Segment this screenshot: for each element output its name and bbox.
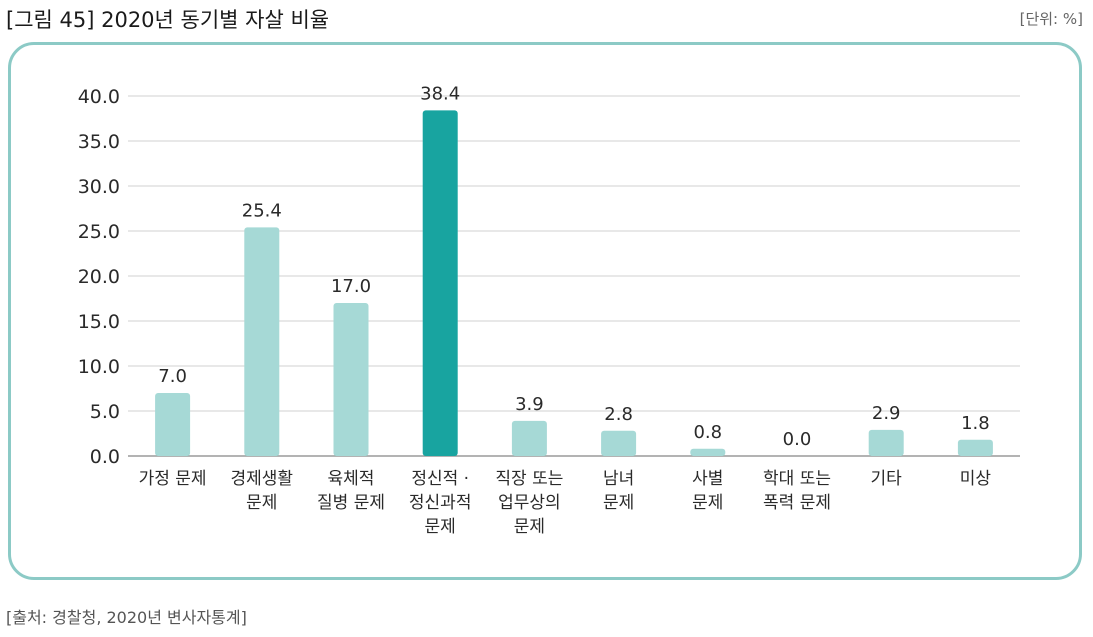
- y-tick-label: 10.0: [78, 356, 120, 378]
- x-category-label: 사별: [692, 469, 723, 489]
- x-category-label: 육체적: [328, 469, 375, 489]
- x-category-label: 문제: [692, 493, 723, 513]
- x-category-label: 문제: [603, 493, 634, 513]
- x-category-label: 질병 문제: [317, 493, 385, 513]
- data-label: 7.0: [158, 366, 187, 387]
- bar-chart: 0.0 5.0 10.0 15.0 20.0 25.0 30.0 35.0 40.0 7.0 가정 …: [78, 83, 1020, 537]
- bar: [155, 393, 191, 456]
- chart-panel: [8, 42, 1082, 580]
- bar: [333, 303, 369, 456]
- bar: [422, 110, 458, 457]
- source-note: [출처: 경찰청, 2020년 변사자통계]: [6, 608, 247, 627]
- bar: [690, 448, 726, 456]
- y-tick-label: 30.0: [78, 176, 120, 198]
- x-category-label: 남녀: [603, 469, 634, 489]
- x-category-label: 업무상의: [498, 493, 561, 513]
- x-category-label: 가정 문제: [139, 469, 207, 489]
- y-tick-label: 0.0: [90, 446, 120, 468]
- x-category-label: 직장 또는: [495, 469, 563, 489]
- x-category-label: 학대 또는: [763, 469, 831, 489]
- data-label: 17.0: [331, 276, 371, 297]
- y-tick-label: 15.0: [78, 311, 120, 333]
- x-category-label: 문제: [425, 517, 456, 537]
- x-category-label: 경제생활: [231, 469, 294, 489]
- bar: [868, 429, 904, 456]
- x-category-label: 기타: [871, 469, 903, 489]
- y-tick-label: 20.0: [78, 266, 120, 288]
- data-label: 0.0: [783, 429, 812, 450]
- bar: [511, 420, 547, 456]
- chart-title: [그림 45] 2020년 동기별 자살 비율: [6, 8, 330, 32]
- y-tick-label: 5.0: [90, 401, 120, 423]
- y-tick-label: 25.0: [78, 221, 120, 243]
- data-label: 2.8: [604, 404, 633, 425]
- y-tick-label: 35.0: [78, 131, 120, 153]
- data-label: 0.8: [693, 422, 722, 443]
- x-category-label: 미상: [960, 469, 992, 489]
- x-category-label: 문제: [246, 493, 277, 513]
- data-label: 25.4: [242, 200, 282, 221]
- bar: [601, 430, 637, 456]
- data-label: 1.8: [961, 413, 990, 434]
- data-label: 38.4: [420, 83, 460, 104]
- x-category-label: 폭력 문제: [763, 493, 831, 513]
- x-category-label: 문제: [514, 517, 545, 537]
- y-tick-label: 40.0: [78, 86, 120, 108]
- data-label: 3.9: [515, 394, 544, 415]
- unit-label: [단위: %]: [1019, 10, 1083, 28]
- x-category-label: 정신적 ·: [411, 469, 469, 489]
- x-category-label: 정신과적: [409, 493, 472, 513]
- data-label: 2.9: [872, 403, 901, 424]
- bar: [957, 439, 993, 456]
- bar: [244, 227, 280, 456]
